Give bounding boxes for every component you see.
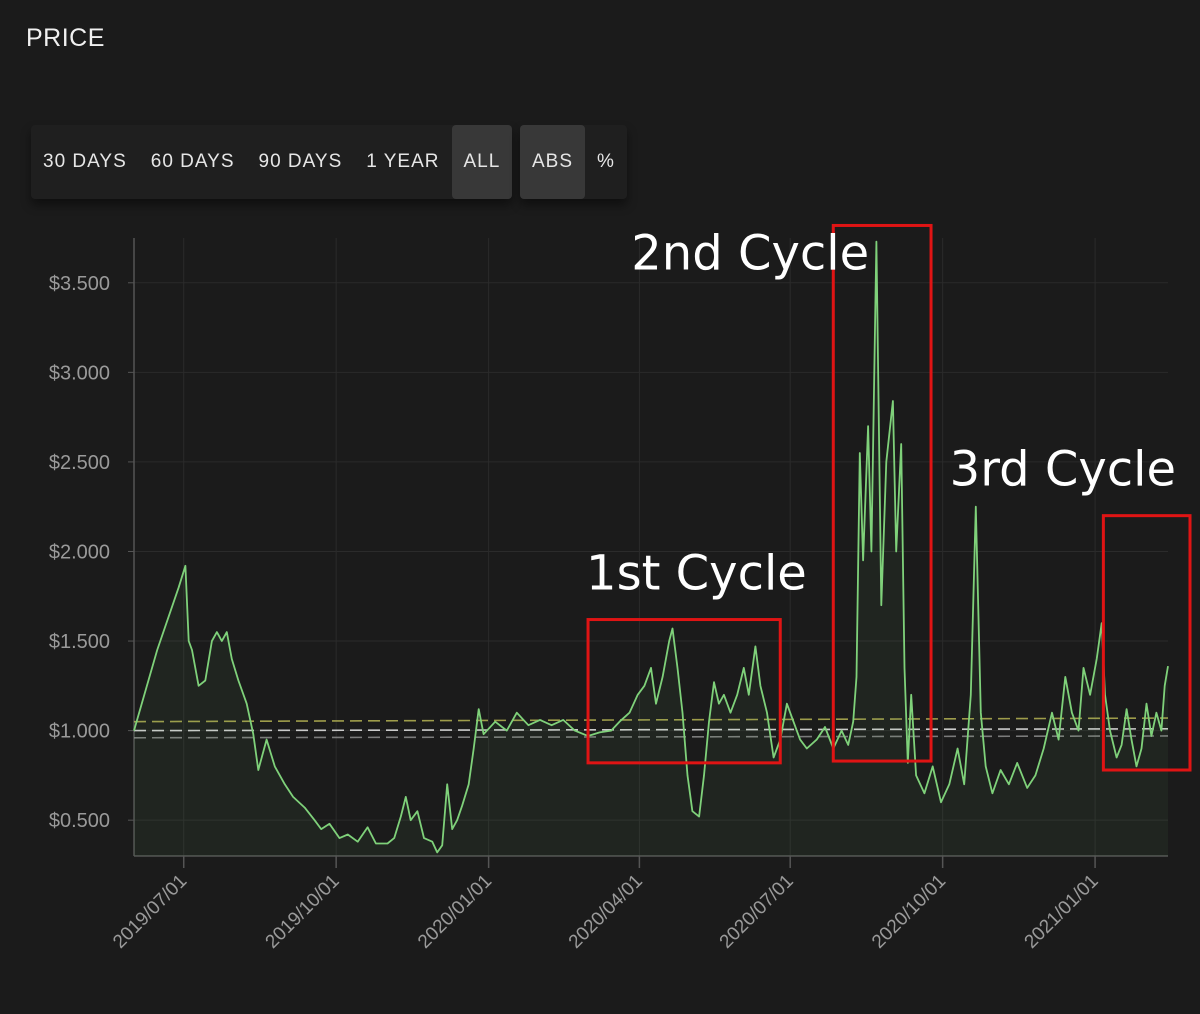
y-tick-label: $1.500 xyxy=(49,631,110,653)
price-series-line xyxy=(133,240,1169,854)
annotation-box-2nd-cycle xyxy=(831,223,933,763)
range-90-days-button[interactable]: 90 DAYS xyxy=(258,151,343,172)
x-tick-label: 2019/07/01 xyxy=(109,871,191,953)
range-all-button[interactable]: ALL xyxy=(451,125,513,199)
x-tick-label: 2020/07/01 xyxy=(716,871,798,953)
range-30-days-button[interactable]: 30 DAYS xyxy=(43,151,127,172)
annotation-box-3rd-cycle xyxy=(1101,514,1192,772)
reference-line-grey xyxy=(133,735,1169,739)
y-tick-label: $0.500 xyxy=(49,810,110,832)
mode-abs-button[interactable]: ABS xyxy=(520,125,586,199)
annotation-label-3rd-cycle: 3rd Cycle xyxy=(950,442,1176,498)
y-tick-label: $1.000 xyxy=(49,721,110,743)
x-tick-label: 2020/10/01 xyxy=(868,871,950,953)
y-tick-label: $3.500 xyxy=(49,273,110,295)
page-title: PRICE xyxy=(26,24,105,52)
range-60-days-button[interactable]: 60 DAYS xyxy=(150,151,235,172)
reference-line-white xyxy=(133,728,1169,732)
annotation-label-1st-cycle: 1st Cycle xyxy=(586,546,807,602)
x-tick-label: 2019/10/01 xyxy=(262,871,344,953)
y-tick-label: $3.000 xyxy=(49,362,110,384)
y-tick-label: $2.000 xyxy=(49,541,110,563)
reference-line-yellow xyxy=(133,717,1169,723)
x-tick-label: 2020/01/01 xyxy=(414,871,496,953)
x-tick-label: 2021/01/01 xyxy=(1021,871,1103,953)
mode-percent-button[interactable]: % xyxy=(597,151,615,172)
range-1-year-button[interactable]: 1 YEAR xyxy=(366,151,440,172)
y-tick-label: $2.500 xyxy=(49,452,110,474)
annotation-box-1st-cycle xyxy=(586,618,782,765)
time-range-selector: 30 DAYS 60 DAYS 90 DAYS 1 YEAR ALL xyxy=(31,125,513,199)
annotation-label-2nd-cycle: 2nd Cycle xyxy=(631,225,869,281)
price-area-fill xyxy=(134,241,1168,857)
x-tick-label: 2020/04/01 xyxy=(565,871,647,953)
value-mode-selector: ABS % xyxy=(520,125,627,199)
